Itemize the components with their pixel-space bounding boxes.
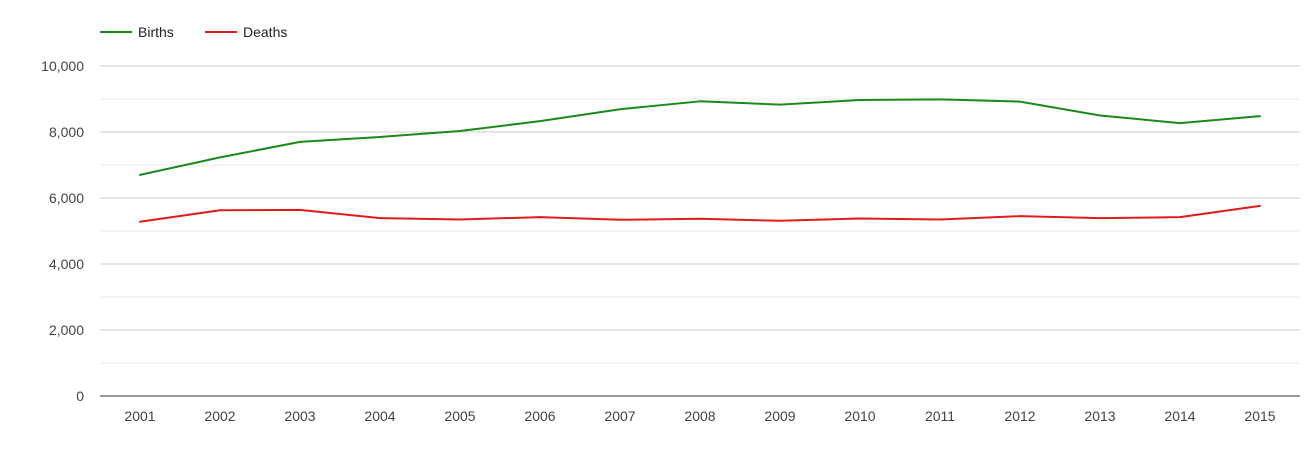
x-tick-label: 2011 xyxy=(925,408,955,424)
x-tick-label: 2010 xyxy=(844,408,875,424)
x-tick-label: 2007 xyxy=(604,408,635,424)
y-tick-label: 8,000 xyxy=(49,124,84,140)
x-tick-label: 2006 xyxy=(524,408,555,424)
y-tick-label: 4,000 xyxy=(49,256,84,272)
y-tick-label: 6,000 xyxy=(49,190,84,206)
x-tick-label: 2001 xyxy=(124,408,155,424)
x-tick-label: 2014 xyxy=(1164,408,1195,424)
x-tick-label: 2013 xyxy=(1084,408,1115,424)
y-tick-label: 10,000 xyxy=(41,58,84,74)
legend-label-births: Births xyxy=(138,24,174,40)
series-lines xyxy=(139,98,1261,223)
y-tick-label: 2,000 xyxy=(49,322,84,338)
x-tick-label: 2008 xyxy=(684,408,715,424)
legend: Births Deaths xyxy=(100,24,287,40)
x-tick-label: 2005 xyxy=(444,408,475,424)
legend-item-deaths: Deaths xyxy=(205,24,287,40)
x-tick-label: 2003 xyxy=(284,408,315,424)
y-tick-label: 0 xyxy=(76,388,84,404)
series-line-deaths xyxy=(139,204,1261,223)
x-tick-label: 2015 xyxy=(1244,408,1275,424)
x-tick-label: 2002 xyxy=(204,408,235,424)
legend-label-deaths: Deaths xyxy=(243,24,287,40)
series-line-births xyxy=(139,98,1261,176)
y-axis-ticks: 0 2,000 4,000 6,000 8,000 10,000 xyxy=(41,58,84,404)
x-tick-label: 2009 xyxy=(764,408,795,424)
x-tick-label: 2004 xyxy=(364,408,395,424)
legend-item-births: Births xyxy=(100,24,174,40)
grid-lines xyxy=(100,65,1300,364)
x-tick-label: 2012 xyxy=(1004,408,1035,424)
x-axis-ticks: 2001 2002 2003 2004 2005 2006 2007 2008 2009 2010… xyxy=(124,408,1275,424)
